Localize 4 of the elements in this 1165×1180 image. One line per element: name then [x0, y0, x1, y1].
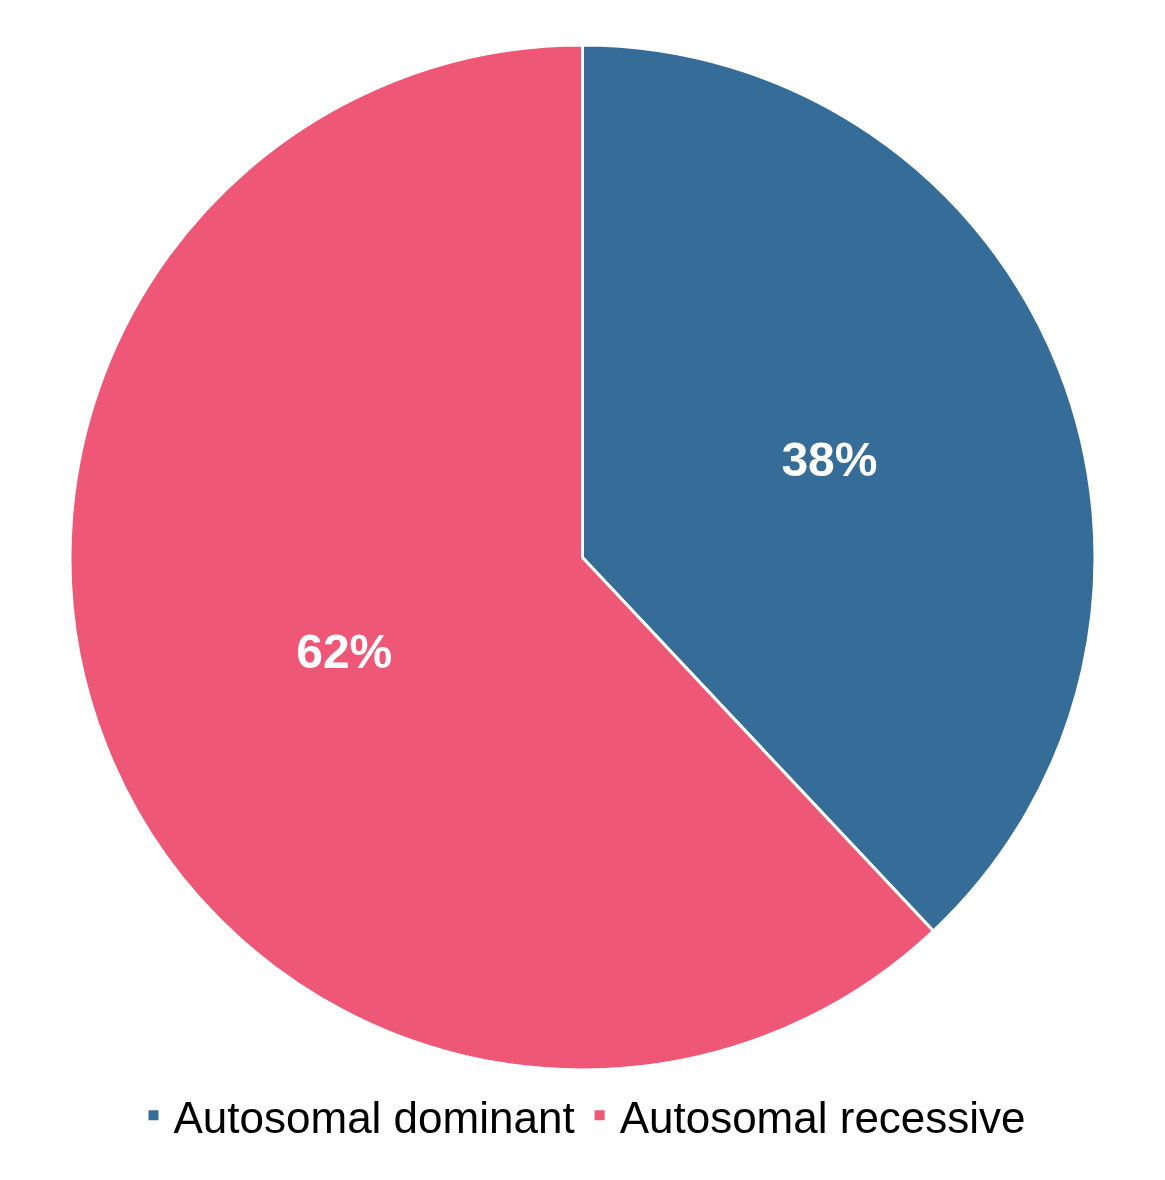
data-label: 62% [296, 625, 393, 679]
legend-label: Autosomal recessive [619, 1092, 1026, 1142]
legend-label: Autosomal dominant [173, 1092, 575, 1142]
data-label: 38% [781, 433, 878, 487]
